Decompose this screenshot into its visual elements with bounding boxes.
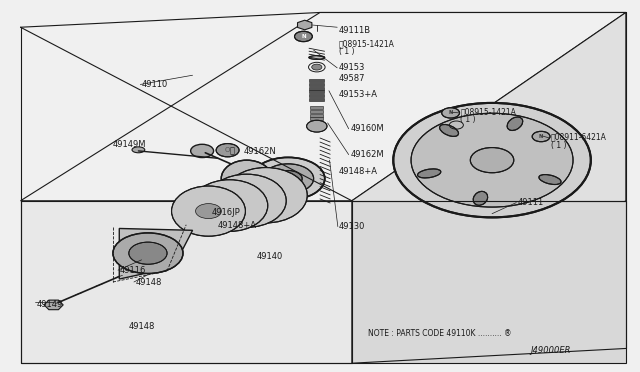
Circle shape [113, 233, 183, 273]
Circle shape [274, 170, 302, 187]
Text: Ⓝ08915-1421A: Ⓝ08915-1421A [339, 39, 395, 48]
Circle shape [411, 113, 573, 207]
Ellipse shape [132, 147, 145, 153]
Circle shape [532, 131, 550, 142]
Text: ( 1 ): ( 1 ) [460, 115, 476, 124]
Text: 49140: 49140 [256, 251, 282, 261]
Ellipse shape [507, 117, 523, 131]
Ellipse shape [440, 125, 458, 137]
Text: ( 1 ): ( 1 ) [339, 47, 355, 56]
Text: 49110: 49110 [141, 80, 168, 89]
Text: 4916JP: 4916JP [212, 208, 241, 217]
Polygon shape [310, 117, 323, 120]
Text: 49111B: 49111B [339, 26, 371, 35]
Text: N: N [449, 110, 452, 115]
Polygon shape [352, 13, 626, 363]
Text: 49148: 49148 [129, 322, 156, 331]
Polygon shape [44, 300, 63, 310]
Polygon shape [309, 90, 324, 93]
Circle shape [191, 144, 214, 158]
Circle shape [196, 203, 221, 219]
Text: 49130: 49130 [339, 222, 365, 231]
Polygon shape [309, 87, 324, 90]
Circle shape [252, 187, 280, 203]
Ellipse shape [473, 191, 488, 205]
Circle shape [216, 198, 243, 213]
Text: 49148: 49148 [135, 278, 161, 287]
Ellipse shape [172, 186, 246, 236]
Circle shape [233, 193, 260, 209]
Text: 49153+A: 49153+A [339, 90, 378, 99]
Text: J49000ER: J49000ER [531, 346, 571, 355]
Polygon shape [310, 121, 323, 124]
Text: 49587: 49587 [339, 74, 365, 83]
Ellipse shape [417, 169, 441, 178]
Text: 49149M: 49149M [113, 140, 147, 149]
Ellipse shape [207, 174, 286, 227]
Polygon shape [310, 113, 323, 116]
Text: NOTE : PARTS CODE 49110K .......... ®: NOTE : PARTS CODE 49110K .......... ® [368, 329, 511, 338]
Circle shape [216, 144, 239, 157]
Polygon shape [352, 201, 626, 363]
Ellipse shape [309, 56, 324, 60]
Ellipse shape [191, 180, 268, 231]
Polygon shape [309, 98, 324, 101]
Text: 49160M: 49160M [351, 124, 384, 133]
Polygon shape [309, 83, 324, 86]
Polygon shape [310, 106, 323, 109]
Polygon shape [310, 110, 323, 113]
Ellipse shape [221, 160, 272, 197]
Circle shape [442, 108, 460, 118]
Circle shape [307, 120, 327, 132]
Text: 49162M: 49162M [351, 150, 384, 159]
Text: 49111: 49111 [518, 198, 544, 207]
Text: 49116: 49116 [119, 266, 146, 275]
Text: 49162N: 49162N [244, 147, 276, 156]
Text: 49148+A: 49148+A [339, 167, 378, 176]
Text: 49148+A: 49148+A [218, 221, 257, 230]
Text: N: N [539, 134, 543, 139]
Polygon shape [20, 13, 626, 201]
Polygon shape [20, 201, 352, 363]
Ellipse shape [225, 167, 307, 223]
Polygon shape [298, 20, 312, 30]
Text: ⒪: ⒪ [230, 147, 234, 156]
Ellipse shape [252, 157, 324, 200]
Circle shape [470, 148, 514, 173]
Text: 49153: 49153 [339, 63, 365, 72]
Polygon shape [119, 228, 193, 279]
Ellipse shape [539, 174, 561, 185]
Polygon shape [309, 79, 324, 82]
Circle shape [312, 64, 322, 70]
Text: N: N [301, 34, 306, 39]
Circle shape [294, 31, 312, 42]
Text: Ⓝ08911-6421A: Ⓝ08911-6421A [550, 133, 607, 142]
Ellipse shape [262, 164, 314, 193]
Text: ( 1 ): ( 1 ) [550, 141, 566, 150]
Text: Ⓝ08915-1421A: Ⓝ08915-1421A [460, 108, 516, 117]
Circle shape [394, 103, 591, 217]
Polygon shape [309, 94, 324, 97]
Circle shape [129, 242, 167, 264]
Text: 49149: 49149 [36, 300, 63, 309]
Text: O: O [225, 147, 230, 153]
